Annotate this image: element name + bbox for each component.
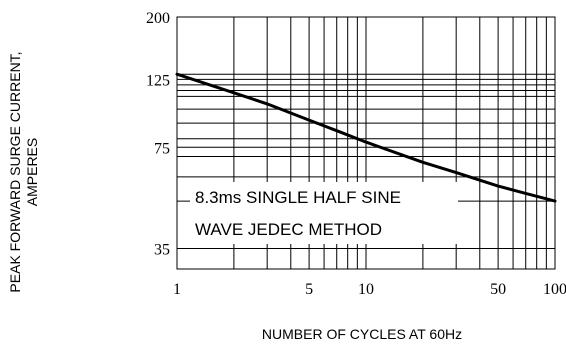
series-layer [175,72,557,203]
y-tick-label: 75 [154,140,170,157]
x-tick-label: 100 [543,281,566,298]
y-axis-label-line-1: PEAK FORWARD SURGE CURRENT, [7,51,23,292]
y-tick-label: 200 [146,10,170,27]
x-axis-label: NUMBER OF CYCLES AT 60Hz [262,326,462,342]
x-tick-label: 10 [358,281,374,298]
grid-layer [177,17,555,269]
annotation-box: 8.3ms SINGLE HALF SINE WAVE JEDEC METHOD [190,182,458,244]
x-tick-label: 50 [490,281,506,298]
annotation-background [190,182,458,244]
x-tick-labels: 1 5 10 50 100 [173,281,566,298]
annotation-line-1: 8.3ms SINGLE HALF SINE [195,188,401,207]
annotation-line-2: WAVE JEDEC METHOD [195,220,382,239]
y-axis-label-line-2: AMPERES [24,138,40,206]
x-tick-label: 1 [173,281,181,298]
x-tick-label: 5 [305,281,313,298]
series-line [175,72,557,203]
y-tick-label: 35 [154,242,170,259]
plot-area-frame [176,16,556,270]
y-axis-label: PEAK FORWARD SURGE CURRENT, AMPERES [7,51,40,292]
y-tick-label: 125 [146,72,170,89]
y-tick-labels: 35 75 125 200 [146,10,170,259]
